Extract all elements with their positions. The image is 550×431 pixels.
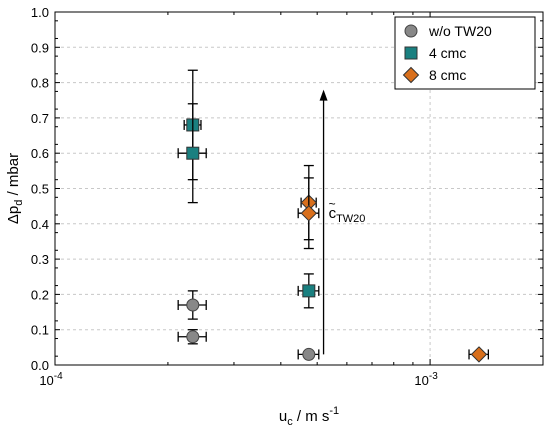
data-point: [186, 330, 200, 344]
x-tick-label: 10-3: [414, 371, 438, 388]
x-axis-label-units: / m s: [293, 408, 330, 425]
series-layer: [177, 69, 490, 363]
y-tick-label: 0.2: [31, 287, 49, 302]
y-tick-label: 0.1: [31, 323, 49, 338]
x-tick-label: 10-4: [39, 371, 63, 388]
series-2: [297, 164, 490, 363]
series-0: [177, 290, 320, 361]
y-axis-label: Δpd / mbar: [5, 153, 25, 224]
y-tick-label: 1.0: [31, 5, 49, 20]
x-axis-label-superscript: -1: [329, 405, 339, 417]
legend-label: 8 cmc: [429, 67, 466, 83]
legend-marker: [404, 46, 418, 60]
series-1: [177, 69, 320, 309]
legend-label: w/o TW20: [428, 23, 492, 39]
legend-box: [394, 16, 536, 90]
legend-marker: [402, 66, 420, 84]
data-point: [302, 284, 316, 298]
data-point: [186, 298, 200, 312]
legend-marker: [404, 24, 418, 38]
data-point: [300, 205, 318, 222]
axis-ticks: 0.0 0.1 0.2 0.3 0.4 0.5 0.6 0.7 0.8 0.9 1.0 10-4 10-…: [31, 5, 543, 388]
y-tick-label: 0.6: [31, 146, 49, 161]
y-tick-label: 0.9: [31, 40, 49, 55]
annotation: cTW20~: [319, 89, 366, 355]
legend: w/o TW20 4 cmc 8 cmc: [394, 16, 536, 90]
y-tick-label: 0.5: [31, 182, 49, 197]
data-point: [186, 146, 200, 160]
annotation-label: cTW20: [329, 205, 366, 225]
annotation-tilde: ~: [329, 197, 336, 211]
x-axis-label: uc / m s-1: [279, 405, 339, 428]
y-axis-label-subscript: d: [13, 200, 25, 206]
y-tick-label: 0.7: [31, 111, 49, 126]
y-tick-label: 0.0: [31, 358, 49, 373]
y-tick-label: 0.8: [31, 76, 49, 91]
y-tick-label: 0.4: [31, 217, 49, 232]
data-point: [302, 347, 316, 361]
annotation-arrow-head: [319, 89, 328, 101]
legend-label: 4 cmc: [429, 45, 466, 61]
data-point: [470, 346, 488, 363]
x-axis-label-subscript: c: [287, 416, 293, 428]
y-axis-label-main: Δp: [5, 206, 22, 224]
y-axis-label-units: / mbar: [5, 153, 22, 200]
y-tick-label: 0.3: [31, 252, 49, 267]
x-axis-label-main: u: [279, 408, 287, 425]
